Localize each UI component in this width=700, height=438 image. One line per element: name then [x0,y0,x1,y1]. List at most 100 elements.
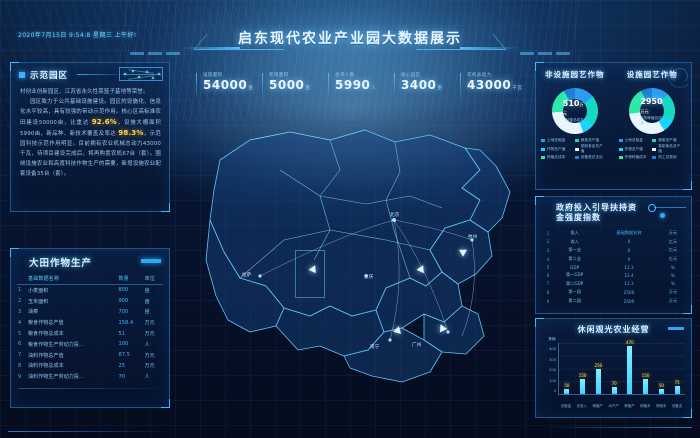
table-cell: 700 [118,308,129,315]
table-cell: 亿元 [668,256,678,262]
intro-highlight-2: 98.3% [118,129,144,137]
header-chevron-right [403,34,507,50]
table-cell: 70 [118,373,126,380]
kpi-value: 43000千瓦 [467,78,526,96]
kpi-unit: 千瓦 [512,86,523,91]
bar[interactable]: 70 [612,381,617,394]
legend-item[interactable]: 作物总产值 [541,144,573,154]
leisure-chart-panel: 休闲观光农业经营 万元 0 100 200 300 400 500 50 150 250 70 4… [535,318,692,418]
y-axis: 0 100 200 300 400 500 [544,337,558,395]
bar[interactable]: 50 [659,383,664,394]
table-cell: 100 [118,341,129,348]
table-cell: 51 [118,330,126,337]
kpi-number: 5000 [269,78,305,92]
kpi-item: 新增面积 5000亩 [262,72,328,102]
legend-item[interactable]: 土地总租金 [618,138,651,143]
table-row: 1 投入 基础数据名称 万元 [544,229,685,238]
donut-chart-left[interactable]: 510万元 种植总成本 [551,88,598,134]
panel-decoration-line [19,388,179,389]
plot-area: 50 150 250 70 470 150 50 75 [558,340,685,395]
table-cell: 投入 [570,230,579,236]
table-cell: 万元 [144,320,155,327]
table-row: 5 粮食作物总成本 51 万元 [17,328,163,339]
kpi-item: 农机总动力 43000千瓦 [460,72,526,102]
table-cell: 6 [18,341,22,348]
table-header-row: 基础数据名称 数量 单位 [17,273,163,285]
col-index [17,273,27,285]
header-dashes-left [130,52,180,55]
table-cell: % [670,264,675,270]
legend-item[interactable]: 土地总租金 [541,138,573,143]
legend-item[interactable]: 菜制食品总产值 [574,144,607,154]
bar[interactable]: 150 [579,373,586,394]
legend-swatch [652,147,657,151]
table-cell: 油料作物总成本 [28,363,64,370]
legend-item[interactable]: 设备费总支出 [574,155,607,160]
table-cell: 12.4 [624,272,634,278]
plane-marker-icon [416,265,424,274]
city-label: 北京 [390,213,400,218]
table-cell: 800 [118,287,129,294]
bar[interactable]: 75 [675,380,680,394]
dot-icon [660,213,665,218]
legend-item[interactable]: 用工总费用 [652,155,684,160]
kpi-label: 农机总动力 [467,73,492,78]
crop-production-table: 基础数据名称 数量 单位 1 小麦面积 800 亩 2 玉米面积 900 亩 3 油菜 700 亩 4 粮… [17,273,163,382]
kpi-value: 54000亩 [203,78,262,96]
legend-label: 菜制食品总产值 [658,144,681,153]
bar-value-label: 75 [674,380,680,386]
page-title: 启东现代农业产业园大数据展示 [0,28,700,58]
legend-label: 用工总费用 [658,155,677,159]
donut-center-value: 2950万元 [640,96,663,114]
kpi-label: 核心园区 [401,73,421,78]
table-cell: 油料作物生产劳动力投... [28,374,85,381]
bar[interactable]: 50 [564,383,569,394]
china-map[interactable]: 拉萨 重庆 南宁 广州 杭州 北京 [180,100,540,420]
legend-swatch [541,139,545,142]
city-label: 拉萨 [242,273,252,278]
bar[interactable]: 250 [595,363,602,394]
leisure-bar-chart[interactable]: 万元 0 100 200 300 400 500 50 150 250 70 470 150 50 75… [544,337,685,411]
kpi-number: 3400 [401,78,437,92]
legend-swatch [618,156,623,159]
legend-item[interactable]: 作物种植成本 [618,155,651,160]
header-dashes-right [520,52,570,55]
legend-item[interactable]: 菜制食品总产值 [652,144,684,154]
intro-title: 示范园区 [30,71,69,81]
table-cell: GDP [570,264,580,270]
bar[interactable]: 470 [626,340,634,394]
x-tick-label: 设备支 [671,404,683,408]
intro-paragraph-2b: ，设施大棚面积5990亩，新品种、新技术覆盖及率达 [20,120,161,137]
table-cell: 基础数据名称 [616,230,642,236]
table-row: 5 GDP 12.3% [544,263,685,271]
china-map-svg [205,129,511,383]
donut-center-caption: 种植总成本 [565,118,584,122]
legend-item[interactable]: 蔬菜总产值 [574,138,607,143]
y-axis-unit: 万元 [548,337,556,341]
table-row: 7 油料作物总产值 87.5 万元 [17,350,163,361]
title-divider [77,74,121,75]
table-cell: 9 [546,298,550,304]
kpi-unit: 亩 [248,86,254,91]
table-cell: 5 [546,264,550,270]
kpi-value: 5990人 [335,78,394,96]
table-cell: 亩 [144,298,150,305]
table-cell: 3 [18,308,22,315]
table-cell: 2 [546,239,550,245]
kpi-item: 合带人数 5990人 [328,72,394,102]
table-cell: 油菜 [28,309,39,316]
legend-item[interactable]: 种植总成本 [541,155,573,160]
legend-label: 蔬菜总产值 [658,138,677,142]
table-row: 8 油料作物总成本 25 万元 [17,360,163,371]
table-cell: 粮食作物总产值 [28,320,64,327]
kpi-unit: 亩 [437,86,443,91]
bar[interactable]: 150 [642,373,649,394]
header-chevron-left [193,34,297,50]
intro-body: 村创业创新园区、江苏省永久性菜篮子基地等荣誉。 园区致力于公共基础设施建设。园区… [20,87,161,179]
legend-label: 作物总产值 [624,146,643,151]
legend-item[interactable]: 作物总产值 [618,144,651,154]
y-tick-label: 500 [549,337,556,341]
legend-label: 种植总成本 [547,155,566,159]
legend-item[interactable]: 蔬菜总产值 [652,138,684,143]
donut-chart-right[interactable]: 2950万元 作物种植总成本 [629,88,676,134]
